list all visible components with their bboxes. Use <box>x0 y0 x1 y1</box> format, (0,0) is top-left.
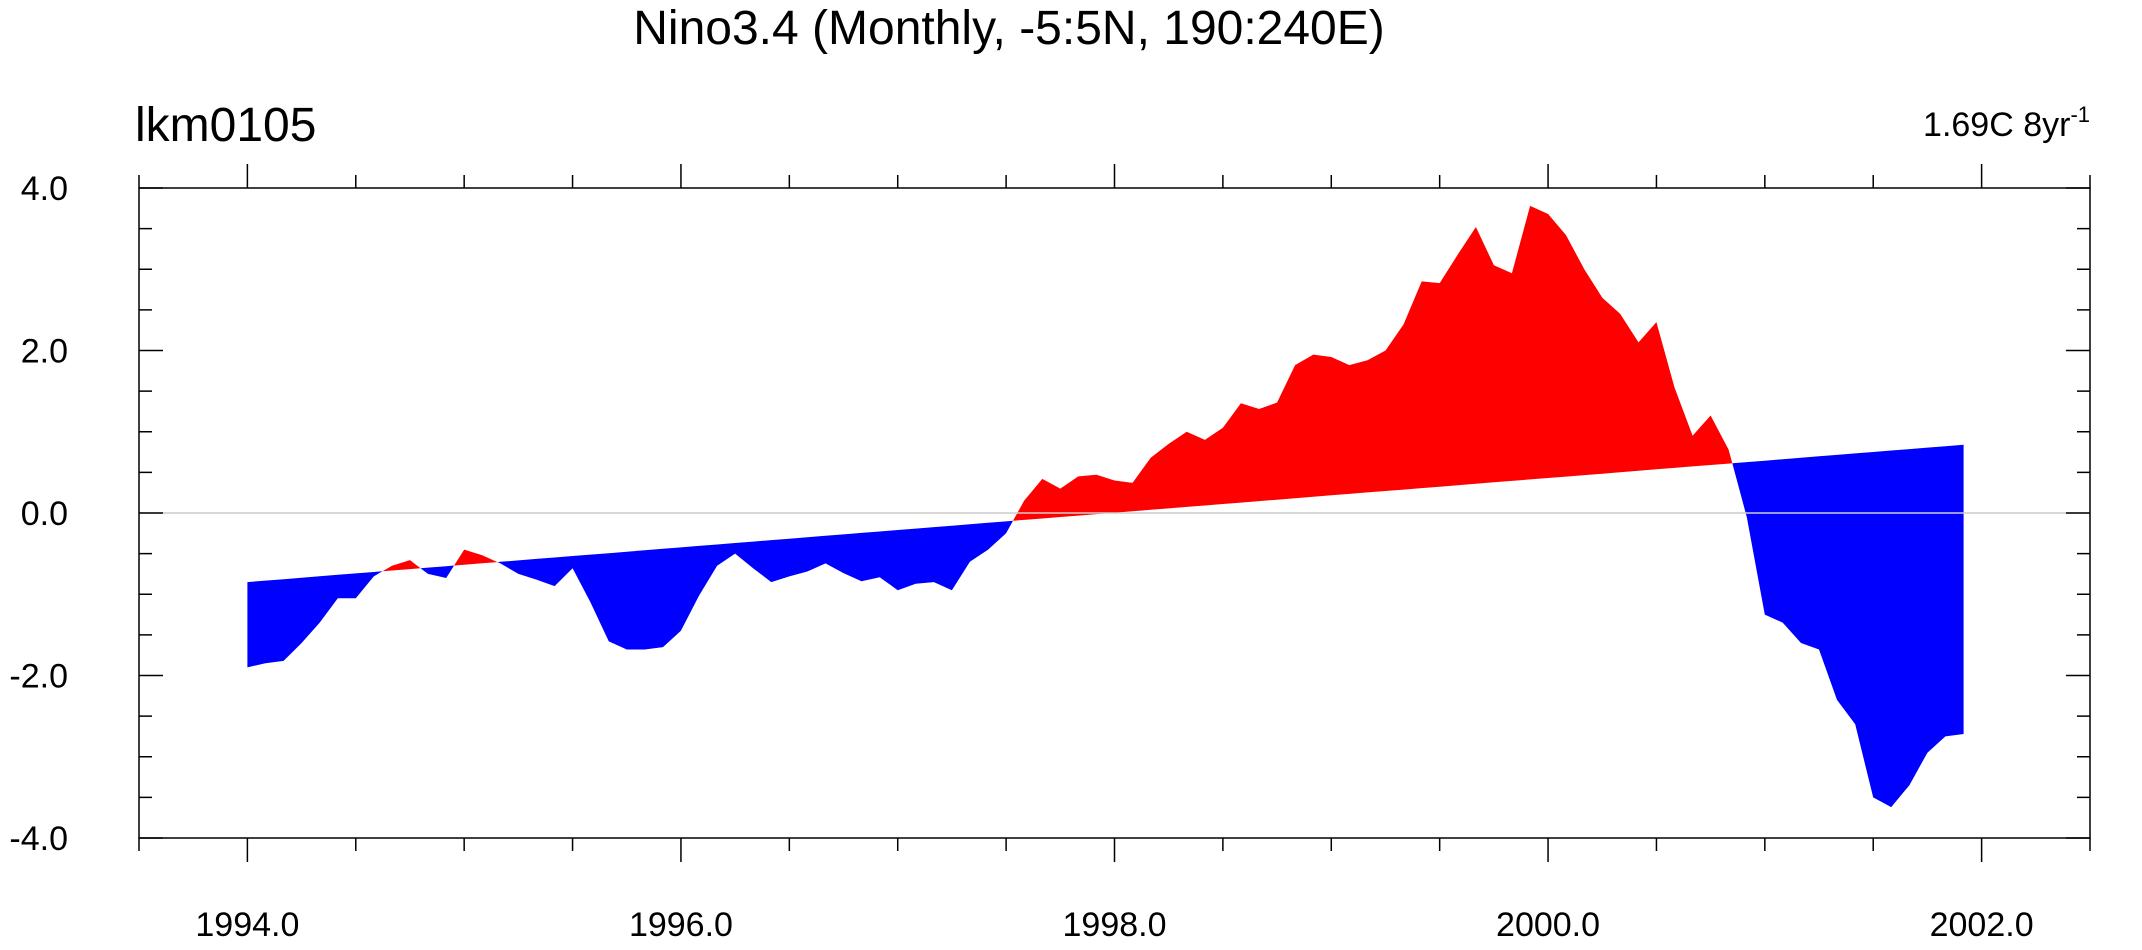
x-tick-label-0: 1994.0 <box>195 906 299 944</box>
below-trend-area-4 <box>497 520 1013 650</box>
chart-title: Nino3.4 (Monthly, -5:5N, 190:240E) <box>633 2 1385 55</box>
y-tick-label-3: 2.0 <box>21 333 68 371</box>
chart-text: Nino3.4 (Monthly, -5:5N, 190:240E) lkm01… <box>135 2 2090 152</box>
x-tick-label-1: 1996.0 <box>629 906 733 944</box>
axis-ticks <box>138 164 2091 862</box>
above-trend-area-1 <box>382 560 421 572</box>
tick-labels: 1994.0 1996.0 1998.0 2000.0 2002.0 -4.0 -2.0 0.… <box>9 170 2033 944</box>
chart-subtitle-left: lkm0105 <box>135 99 316 152</box>
filled-areas <box>247 205 1964 808</box>
x-tick-label-3: 2000.0 <box>1496 906 1600 944</box>
below-trend-area-2 <box>420 565 455 578</box>
y-tick-label-0: -4.0 <box>9 820 68 858</box>
trend-label-text: 1.69C 8yr <box>1923 106 2070 144</box>
x-tick-label-4: 2002.0 <box>1930 906 2034 944</box>
y-tick-label-4: 4.0 <box>21 170 68 208</box>
below-trend-area-6 <box>1732 444 1964 808</box>
y-tick-label-1: -2.0 <box>9 658 68 696</box>
trend-label: 1.69C 8yr-1 <box>1923 102 2090 144</box>
y-tick-label-2: 0.0 <box>21 495 68 533</box>
below-trend-area-0 <box>247 571 383 668</box>
trend-label-superscript: -1 <box>2070 102 2090 127</box>
above-trend-area-3 <box>454 549 498 566</box>
above-trend-area-5 <box>1013 205 1733 521</box>
x-tick-label-2: 1998.0 <box>1063 906 1167 944</box>
